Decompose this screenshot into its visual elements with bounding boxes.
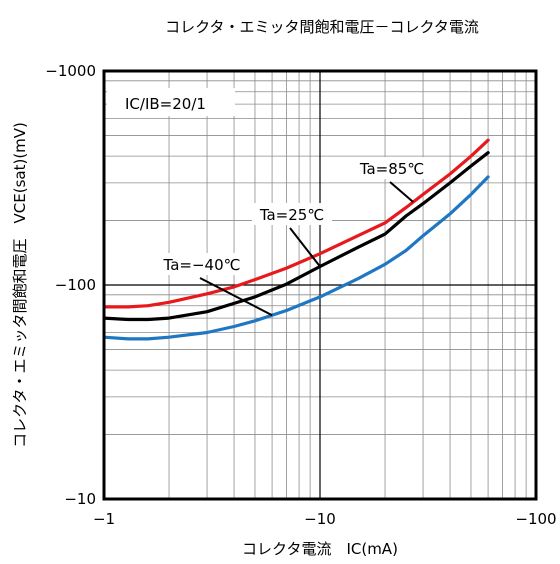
plot-frame [102,69,538,501]
series-line [102,151,490,322]
x-tick-label: −100 [515,510,556,528]
annotation-box [156,253,248,275]
annotation-label: Ta=25℃ [259,206,324,224]
condition-box [107,88,235,116]
annotation-leader [389,181,414,203]
series-layer [102,138,490,341]
y-axis-label: コレクタ・エミッタ間飽和電圧 VCE(sat)(mV) [11,122,29,448]
y-tick-labels: −10 −100 −1000 [45,62,96,508]
annotation-leader [289,227,321,268]
annotation-label: Ta=−40℃ [163,256,241,274]
y-tick-label: −1000 [45,62,96,80]
annotation-box [252,203,332,225]
annotation-layer: Ta=85℃ Ta=25℃ Ta=−40℃ [156,157,432,317]
y-tick-label: −100 [55,276,96,294]
condition-label: IC/IB=20/1 [125,95,206,113]
series-line [102,138,490,309]
x-tick-label: −10 [304,510,336,528]
series-line [102,175,490,341]
chart-title: コレクタ・エミッタ間飽和電圧－コレクタ電流 [165,18,479,36]
annotation-leader [199,277,273,317]
y-tick-label: −10 [64,490,96,508]
x-tick-labels: −1 −10 −100 [93,510,557,528]
annotation-label: Ta=85℃ [359,160,424,178]
x-tick-label: −1 [93,510,115,528]
x-axis-label: コレクタ電流 IC(mA) [242,540,398,558]
annotation-box [352,157,432,179]
